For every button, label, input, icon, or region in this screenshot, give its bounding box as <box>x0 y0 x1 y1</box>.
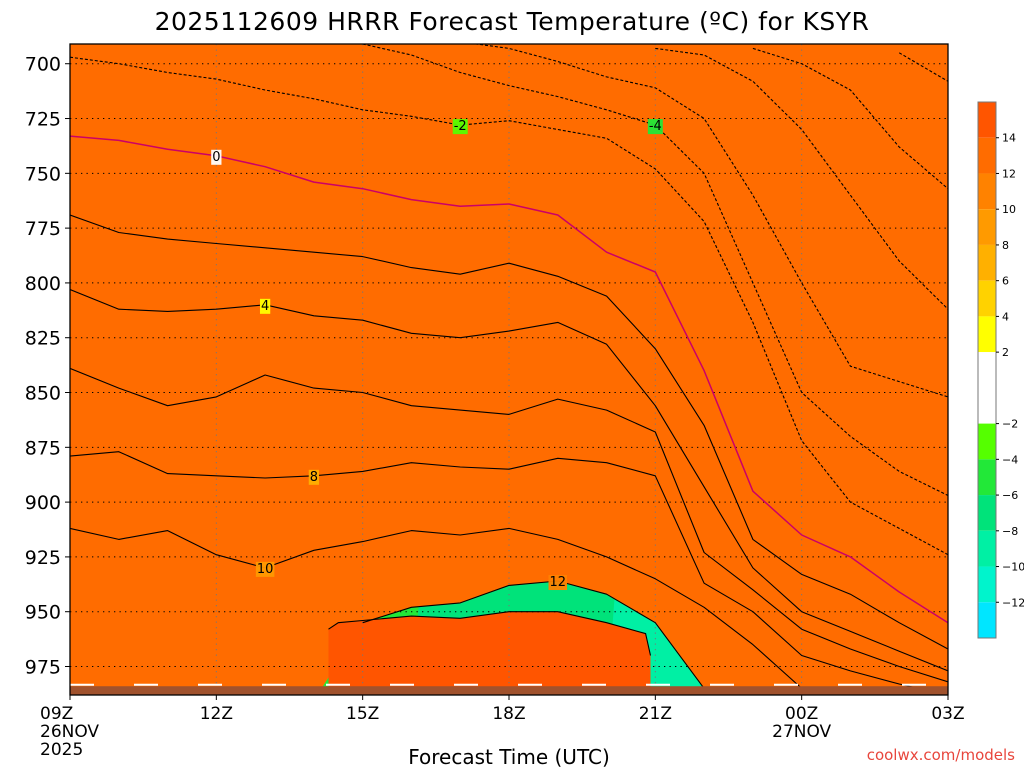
y-tick-label: 825 <box>25 328 61 350</box>
colorbar-label: −4 <box>1002 453 1018 466</box>
y-tick-label: 750 <box>25 163 61 185</box>
y-tick-label: 875 <box>25 437 61 459</box>
y-tick-label: 725 <box>25 109 61 131</box>
isotherm-minus-2 <box>70 56 948 556</box>
colorbar-band <box>978 102 996 138</box>
colorbar-label: 12 <box>1002 167 1016 180</box>
y-axis: 700 725 750 775 800 825 850 875 900 925 950 975 <box>25 54 70 679</box>
isotherm-label-layer: -4 -2 0 4 8 10 12 <box>211 119 663 591</box>
isotherm-minus-10 <box>752 47 948 190</box>
isotherm-label: -4 <box>649 119 662 134</box>
x-tick-label: 15Z <box>346 704 379 724</box>
x-tick-label: 00Z <box>785 704 818 724</box>
credit-link[interactable]: coolwx.com/models <box>867 746 1015 764</box>
isotherm-label: 4 <box>261 299 269 314</box>
colorbar-label: −12 <box>1002 596 1024 609</box>
colorbar-label: 4 <box>1002 310 1009 323</box>
y-tick-label: 900 <box>25 492 61 514</box>
isotherm-label-bg <box>211 149 222 165</box>
isotherm-layer <box>70 44 948 695</box>
colorbar-band <box>978 566 996 603</box>
x-tick-label: 18Z <box>492 704 525 724</box>
x-tick-label: 03Z <box>931 704 964 724</box>
x-tick-date: 26NOV <box>40 722 99 742</box>
colorbar-band <box>978 316 996 353</box>
x-axis-label: Forecast Time (UTC) <box>408 745 610 768</box>
y-tick-label: 850 <box>25 383 61 405</box>
colorbar-label: 14 <box>1002 132 1016 145</box>
y-tick-label: 950 <box>25 602 61 624</box>
colorbar-label: 2 <box>1002 346 1009 359</box>
isotherm-6 <box>70 367 948 683</box>
isotherm-minus-4 <box>362 44 948 496</box>
isotherm-10 <box>70 527 803 689</box>
y-tick-label: 975 <box>25 657 61 679</box>
isotherm-label: 0 <box>212 150 220 165</box>
temperature-fill-layer <box>70 44 948 695</box>
colorbar-band <box>978 244 996 281</box>
colorbar-band <box>978 459 996 496</box>
colorbar-band <box>978 530 996 567</box>
isotherm-label-bg <box>647 119 663 135</box>
colorbar-label: −10 <box>1002 561 1024 574</box>
colorbar-band <box>978 602 996 638</box>
colorbar-label: −8 <box>1002 525 1018 538</box>
isotherm-label: 8 <box>310 470 318 485</box>
colorbar-label: 10 <box>1002 203 1016 216</box>
y-tick-label: 700 <box>25 54 61 76</box>
colorbar-band <box>978 173 996 210</box>
terrain-layer <box>70 683 948 695</box>
colorbar-label: 8 <box>1002 239 1009 252</box>
x-tick-year: 2025 <box>40 740 83 760</box>
colorbar-label: 6 <box>1002 275 1009 288</box>
isotherm-label-bg <box>255 561 275 577</box>
colorbar-band <box>978 495 996 531</box>
colorbar-band <box>978 209 996 245</box>
isotherm-label: 12 <box>550 575 567 590</box>
isotherm-label-bg <box>308 469 320 485</box>
isotherm-2 <box>70 214 948 650</box>
colorbar-band <box>978 280 996 317</box>
isotherm-label-bg <box>548 575 568 591</box>
y-tick-label: 800 <box>25 273 61 295</box>
isotherm-minus-8 <box>655 47 948 310</box>
y-tick-label: 775 <box>25 218 61 240</box>
chart-title: 2025112609 HRRR Forecast Temperature (ºC… <box>155 7 870 36</box>
y-tick-label: 925 <box>25 547 61 569</box>
isotherm-label: -2 <box>454 119 467 134</box>
x-tick-label: 12Z <box>200 704 233 724</box>
colorbar: 14 12 10 8 6 4 2 −2 −4 −6 −8 −10 −12 <box>977 101 1024 639</box>
isotherm-12 <box>362 580 705 689</box>
colorbar-label: −6 <box>1002 489 1018 502</box>
colorbar-band <box>978 137 996 174</box>
colorbar-label: −2 <box>1002 418 1018 431</box>
x-tick-label: 09Z <box>40 704 73 724</box>
isotherm-4 <box>70 288 948 672</box>
colorbar-band <box>978 352 996 424</box>
isotherm-minus-12 <box>898 52 948 82</box>
colorbar-frame <box>977 101 997 639</box>
isotherm-minus-6 <box>472 44 948 398</box>
x-tick-label: 21Z <box>639 704 672 724</box>
isotherm-8 <box>70 451 948 695</box>
isotherm-14 <box>328 611 652 656</box>
isotherm-label-bg <box>452 119 468 135</box>
x-tick-date: 27NOV <box>772 722 831 742</box>
isotherm-label: 10 <box>257 562 274 577</box>
terrain-ground <box>70 686 948 695</box>
warm-core-band <box>328 611 651 689</box>
colorbar-band <box>978 423 996 460</box>
isotherm-label-bg <box>259 298 271 314</box>
